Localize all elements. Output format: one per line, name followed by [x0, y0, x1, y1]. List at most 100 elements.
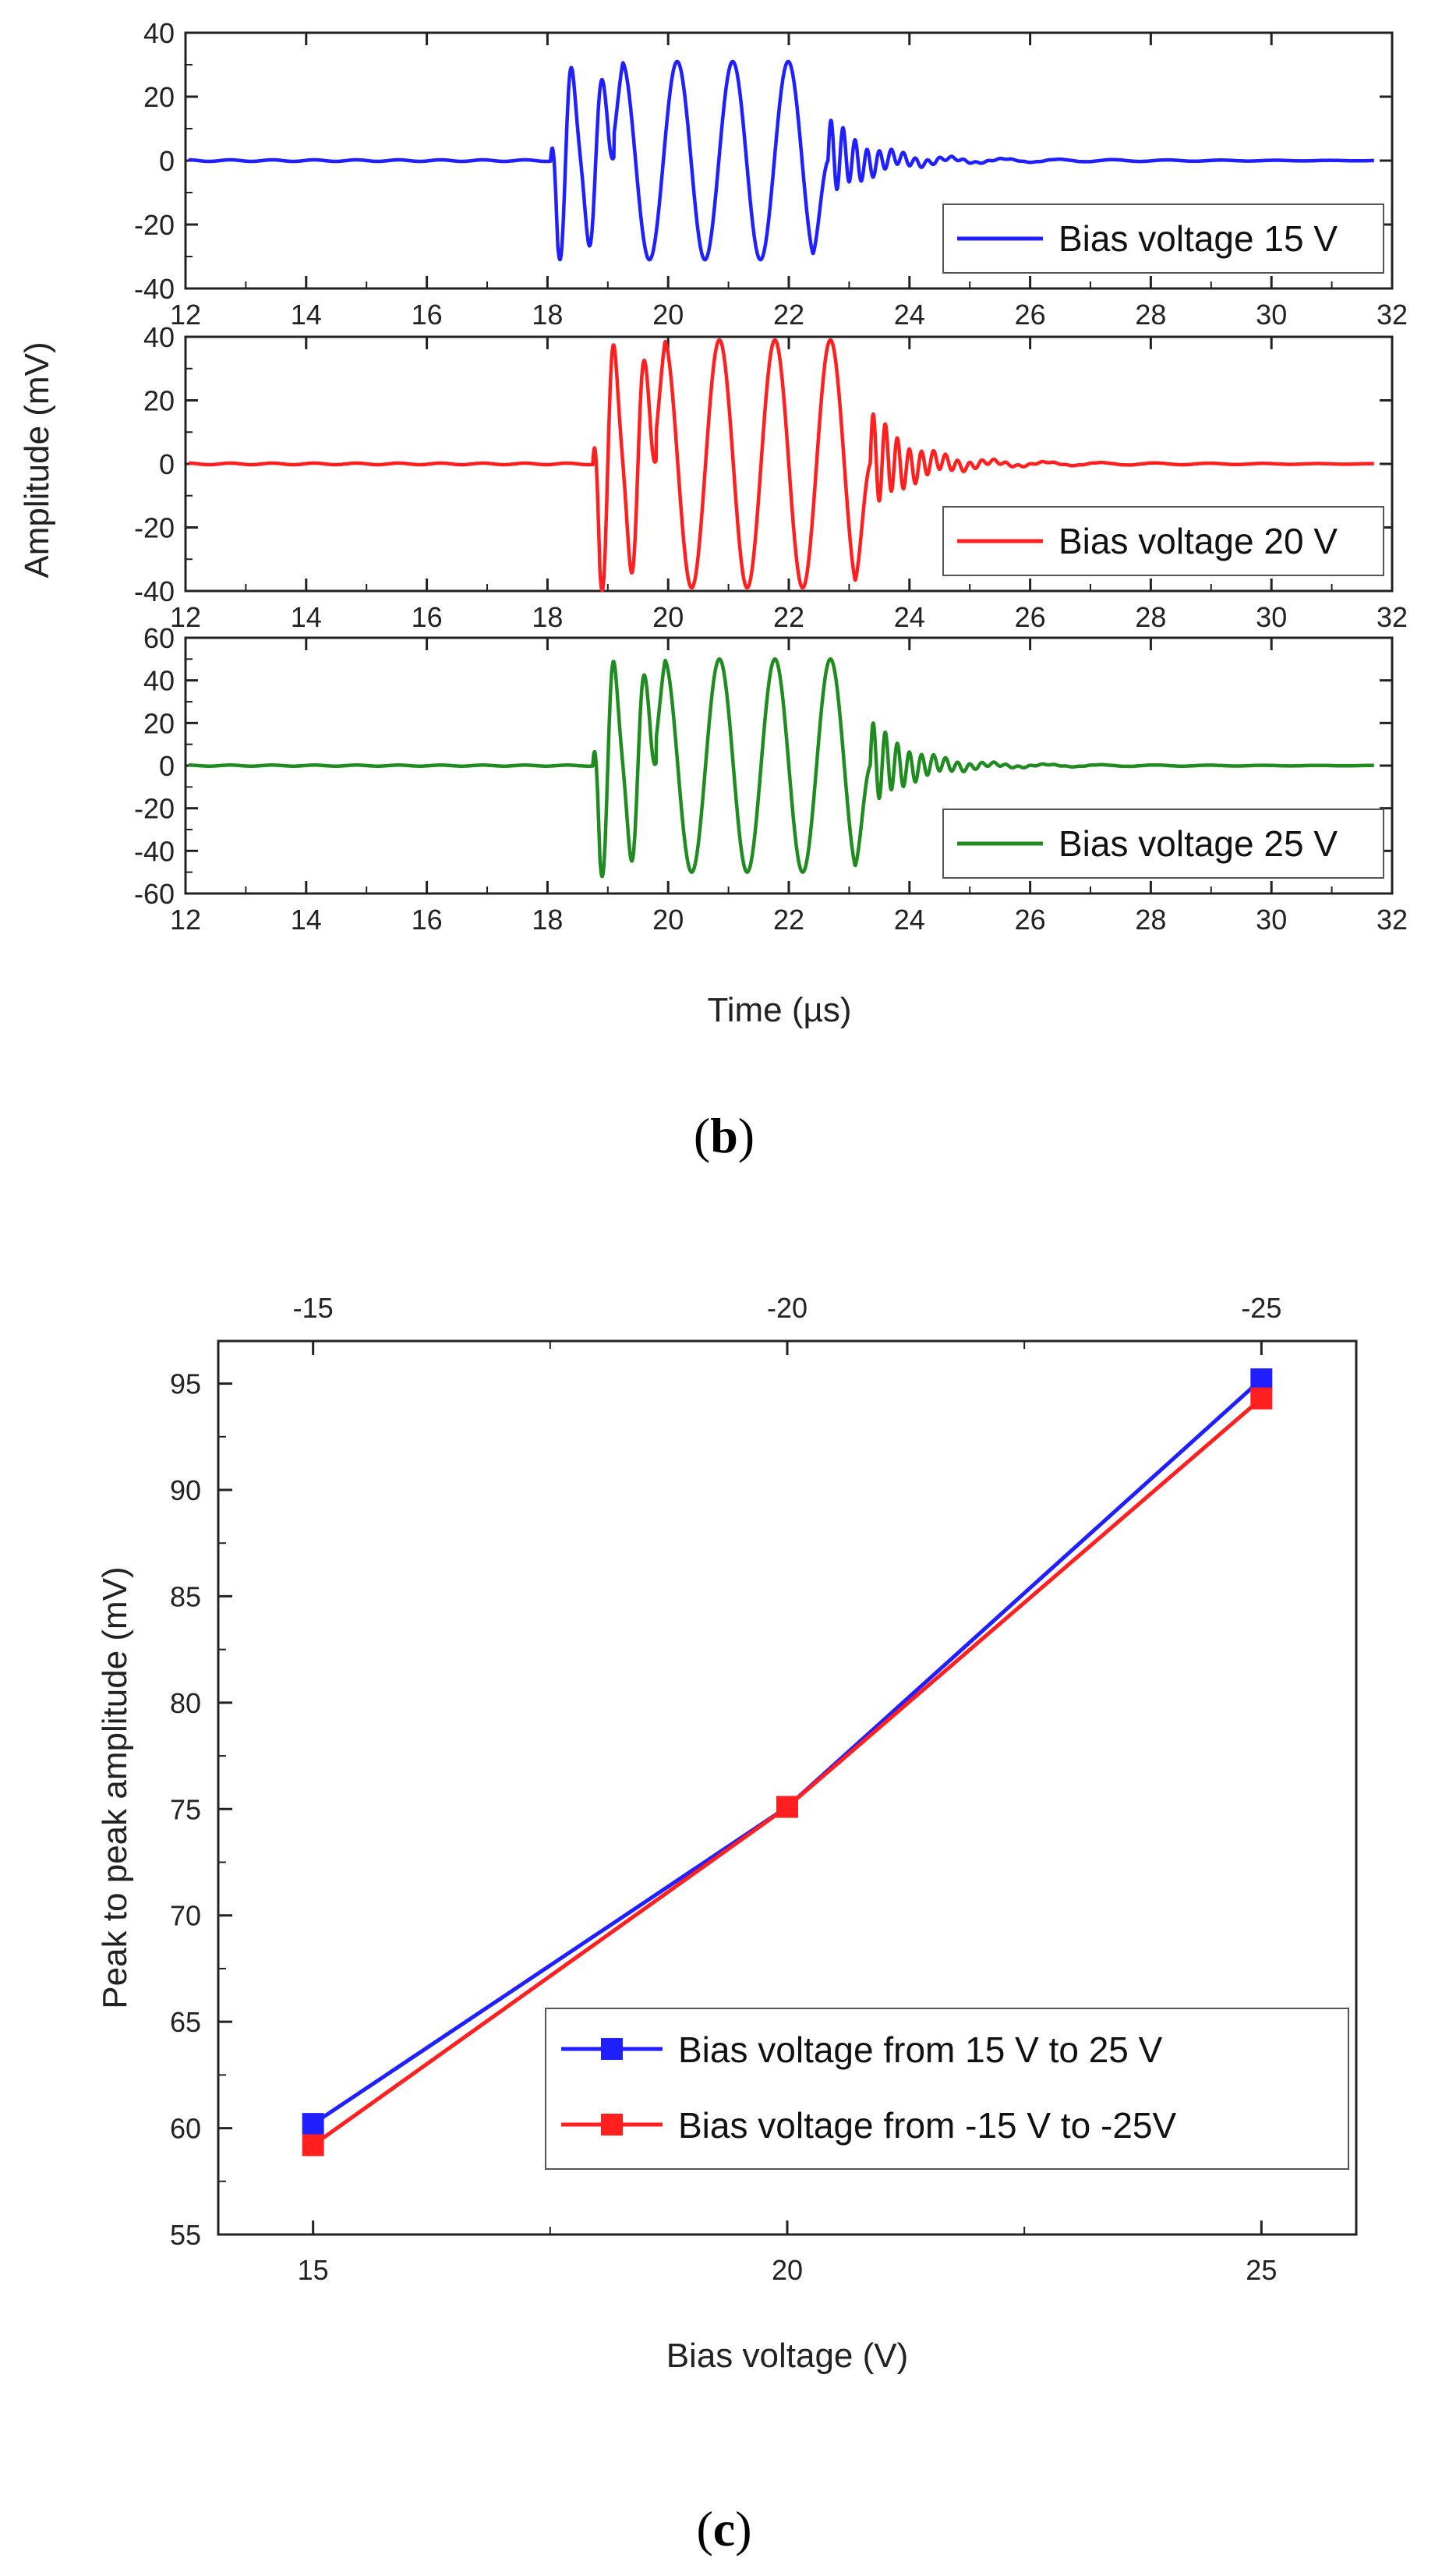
- panel-c-ylabel: Peak to peak amplitude (mV): [96, 1566, 134, 2008]
- panel-c-series: [302, 1368, 1273, 2157]
- y-tick-label: 20: [143, 81, 175, 113]
- legend-label-negative: Bias voltage from -15 V to -25V: [678, 2105, 1177, 2146]
- y-tick-label: 40: [143, 17, 175, 49]
- x-tick-label: 15: [298, 2254, 329, 2286]
- x-tick-label: 28: [1135, 299, 1166, 331]
- x-tick-label: 14: [291, 601, 322, 633]
- x-tick-label: 20: [652, 601, 684, 633]
- panel-b-label-close: ): [738, 1108, 755, 1163]
- series-point: [1250, 1387, 1273, 1410]
- panel-b-label: (b): [694, 1108, 755, 1163]
- panel-c-ticks: 15 -15 20 -20 25 -25 55 60 65 70 75 80 85 90 95: [170, 1292, 1281, 2286]
- panel-c-label-close: ): [735, 2501, 751, 2557]
- x-tick-label: 28: [1135, 904, 1166, 936]
- x-tick-label: 26: [1015, 299, 1046, 331]
- panel-b-legend-label: Bias voltage 15 V: [1058, 218, 1338, 259]
- y-tick-label: 75: [170, 1793, 201, 1825]
- panel-c-legend-box: [545, 2008, 1349, 2170]
- y-tick-label: -20: [134, 209, 175, 241]
- y-tick-label: 20: [143, 385, 175, 417]
- legend-marker-positive: [601, 2038, 623, 2060]
- waveform-line: [187, 657, 1376, 879]
- panel-b-ylabel: Amplitude (mV): [18, 341, 56, 578]
- legend-label-positive: Bias voltage from 15 V to 25 V: [678, 2029, 1163, 2070]
- x-tick-label: 30: [1256, 601, 1287, 633]
- panel-b-xlabel: Time (µs): [707, 991, 851, 1029]
- panel-c-label-open: (: [696, 2501, 712, 2557]
- panel-c-label-letter: c: [713, 2501, 735, 2557]
- x-tick-label: 14: [291, 904, 322, 936]
- top-x-tick-label: -20: [767, 1292, 808, 1324]
- y-tick-label: -60: [134, 878, 175, 910]
- y-tick-label: 90: [170, 1474, 201, 1506]
- x-tick-label: 32: [1377, 904, 1408, 936]
- top-x-tick-label: -25: [1241, 1292, 1281, 1324]
- panel-b-legend-label: Bias voltage 25 V: [1058, 823, 1338, 864]
- x-tick-label: 22: [773, 601, 804, 633]
- y-tick-label: -40: [134, 835, 175, 867]
- waveform-line: [187, 338, 1376, 593]
- x-tick-label: 26: [1015, 601, 1046, 633]
- y-tick-label: -40: [134, 273, 175, 305]
- panel-b-label-letter: b: [710, 1108, 738, 1163]
- x-tick-label: 16: [412, 904, 443, 936]
- y-tick-label: 65: [170, 2006, 201, 2038]
- y-tick-label: -40: [134, 575, 175, 607]
- y-tick-label: 20: [143, 707, 175, 739]
- x-tick-label: 24: [894, 904, 925, 936]
- waveform-panel-20v: 12 14 16 18 20 22 24 26 28 30 32 -40 -20 0 20 40 Bias vo…: [134, 321, 1408, 633]
- x-tick-label: 28: [1135, 601, 1166, 633]
- x-tick-label: 24: [894, 601, 925, 633]
- y-tick-label: 0: [159, 448, 175, 480]
- x-tick-label: 30: [1256, 299, 1287, 331]
- waveform-line: [187, 59, 1376, 262]
- panel-b-label-open: (: [694, 1108, 710, 1163]
- x-tick-label: 32: [1377, 299, 1408, 331]
- y-tick-label: 85: [170, 1580, 201, 1612]
- y-tick-label: 40: [143, 665, 175, 697]
- y-tick-label: 80: [170, 1687, 201, 1719]
- y-tick-label: 40: [143, 321, 175, 353]
- x-tick-label: 20: [652, 299, 684, 331]
- x-tick-label: 25: [1246, 2254, 1277, 2286]
- x-tick-label: 26: [1015, 904, 1046, 936]
- x-tick-label: 20: [652, 904, 684, 936]
- y-tick-label: 55: [170, 2219, 201, 2251]
- y-tick-label: 60: [170, 2113, 201, 2145]
- x-tick-label: 16: [412, 299, 443, 331]
- series-point: [302, 2113, 324, 2135]
- x-tick-label: 22: [773, 299, 804, 331]
- y-tick-label: 0: [159, 145, 175, 177]
- x-tick-label: 24: [894, 299, 925, 331]
- series-point: [1250, 1368, 1273, 1391]
- x-tick-label: 18: [532, 904, 563, 936]
- panel-c-peak-chart: 15 -15 20 -20 25 -25 55 60 65 70 75 80 85 90 95 Bias v…: [96, 1292, 1358, 2375]
- x-tick-label: 16: [412, 601, 443, 633]
- x-tick-label: 18: [532, 299, 563, 331]
- x-tick-label: 30: [1256, 904, 1287, 936]
- y-tick-label: 0: [159, 750, 175, 782]
- x-tick-label: 32: [1377, 601, 1408, 633]
- y-tick-label: 60: [143, 622, 175, 654]
- y-tick-label: 95: [170, 1368, 201, 1400]
- x-tick-label: 18: [532, 601, 563, 633]
- panel-b-waveforms: 12 14 16 18 20 22 24 26 28 30 32 -40 -20 0 20 40 Bias vo…: [18, 17, 1408, 1029]
- y-tick-label: -20: [134, 512, 175, 544]
- x-tick-label: 14: [291, 299, 322, 331]
- waveform-panel-15v: 12 14 16 18 20 22 24 26 28 30 32 -40 -20 0 20 40 Bias vo…: [134, 17, 1408, 331]
- x-tick-label: 22: [773, 904, 804, 936]
- legend-marker-negative: [601, 2114, 623, 2135]
- series-point: [776, 1796, 798, 1818]
- panel-c-legend: Bias voltage from 15 V to 25 V Bias volt…: [545, 2008, 1349, 2170]
- x-tick-label: 12: [170, 299, 201, 331]
- series-point: [302, 2134, 324, 2157]
- x-tick-label: 12: [170, 904, 201, 936]
- y-tick-label: -20: [134, 793, 175, 825]
- panel-c-label: (c): [696, 2501, 751, 2557]
- y-tick-label: 70: [170, 1900, 201, 1932]
- panel-c-xlabel: Bias voltage (V): [666, 2337, 909, 2375]
- panel-b-legend-label: Bias voltage 20 V: [1058, 521, 1338, 561]
- x-tick-label: 12: [170, 601, 201, 633]
- x-tick-label: 20: [772, 2254, 803, 2286]
